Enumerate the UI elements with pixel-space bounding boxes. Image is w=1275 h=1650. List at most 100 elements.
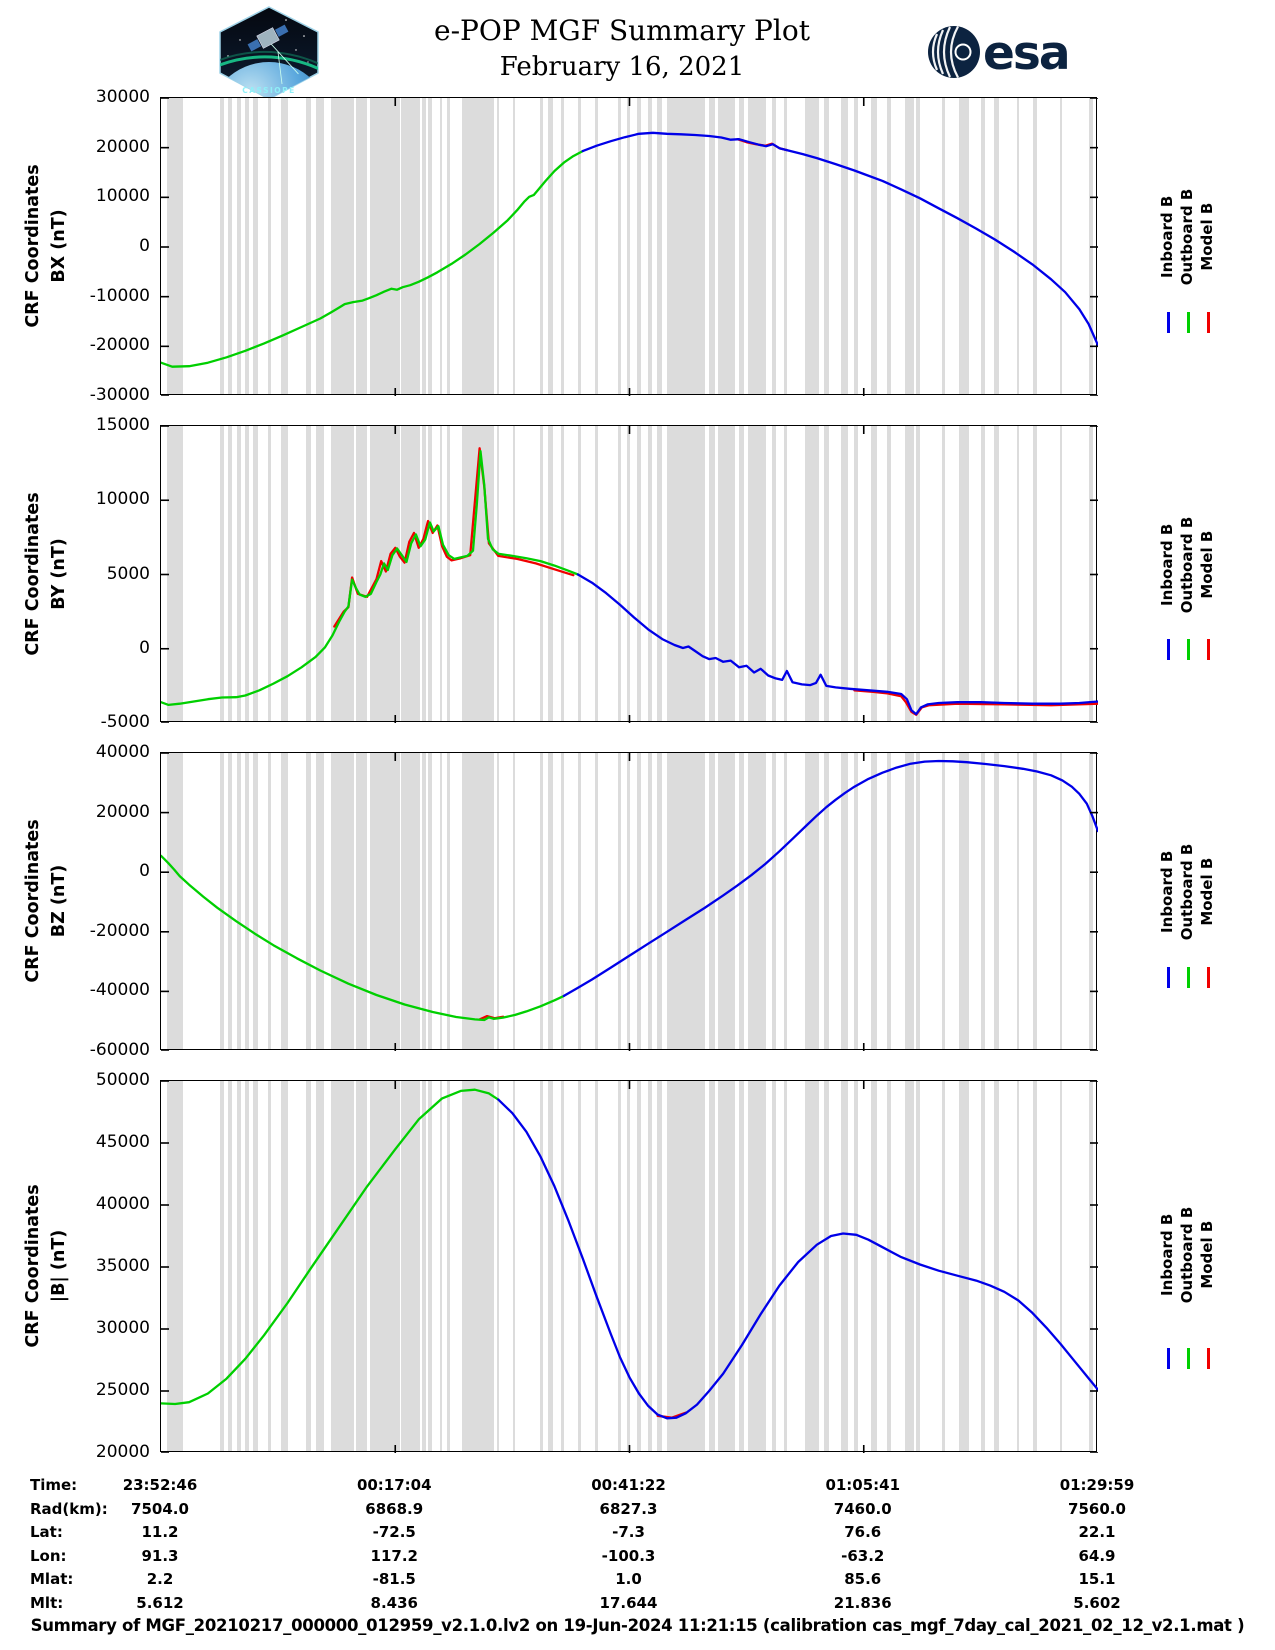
- legend-label: Outboard B: [1178, 843, 1196, 941]
- legend-color-line: [1207, 638, 1210, 660]
- legend-label: Model B: [1198, 1220, 1216, 1289]
- cassiope-mission-patch-logo: CASSIOPE: [219, 6, 319, 100]
- gap-band: [267, 1081, 272, 1451]
- cell-value: 5.602: [1073, 1593, 1121, 1612]
- gap-band: [369, 1081, 401, 1451]
- gap-band: [887, 98, 892, 394]
- gap-band: [421, 753, 426, 1049]
- curve-outboard-bmag: [161, 1088, 500, 1406]
- panel-bx: [160, 97, 1098, 396]
- gap-band: [331, 98, 354, 394]
- gap-band: [512, 753, 516, 1049]
- y-axis-label-line2: BZ (nT): [49, 864, 69, 938]
- gap-band: [666, 1081, 706, 1451]
- legend-label: Inboard B: [1158, 1213, 1176, 1296]
- cell-value: 01:29:59: [1059, 1476, 1135, 1494]
- gap-band: [305, 98, 311, 394]
- gap-band: [840, 1081, 849, 1451]
- gap-band: [267, 753, 272, 1049]
- cell-value: -81.5: [372, 1570, 416, 1588]
- y-axis-label-line1: CRF Coordinates: [23, 819, 43, 983]
- gap-band: [805, 753, 820, 1049]
- gap-band: [853, 426, 858, 721]
- legend-key-by: [1158, 638, 1224, 661]
- ytick-label: 40000: [95, 742, 150, 762]
- y-axis-label-line2: BX (nT): [49, 209, 69, 283]
- y-axis-label-bmag: CRF Coordinates |B| (nT): [20, 1184, 72, 1347]
- cell-value: -72.5: [372, 1523, 416, 1541]
- gap-band: [356, 98, 367, 394]
- gap-band: [783, 1081, 788, 1451]
- gap-band: [941, 753, 946, 1049]
- ytick-label: 5000: [106, 563, 150, 584]
- gap-band: [539, 753, 544, 1049]
- gap-band: [941, 1081, 946, 1451]
- gap-band: [561, 1081, 564, 1451]
- cell-value: 85.6: [844, 1570, 882, 1588]
- esa-wordmark: esa: [983, 26, 1069, 81]
- gap-band: [853, 1081, 858, 1451]
- gap-band: [636, 753, 641, 1049]
- y-axis-label-bx: CRF Coordinates BX (nT): [20, 164, 72, 327]
- curve-outboard-by: [161, 450, 580, 707]
- curve-outboard-bz: [161, 854, 566, 1022]
- gap-band: [941, 426, 946, 721]
- gap-band: [718, 1081, 736, 1451]
- legend-color-line: [1187, 1347, 1190, 1369]
- gap-band: [369, 98, 401, 394]
- gap-band: [539, 1081, 544, 1451]
- gap-band: [401, 753, 420, 1049]
- gap-band: [228, 98, 233, 394]
- gap-band: [245, 753, 249, 1049]
- gap-band: [512, 426, 516, 721]
- gap-band: [305, 426, 311, 721]
- gap-band: [439, 1081, 443, 1451]
- curve-inboard-by: [576, 573, 1098, 716]
- gap-band: [219, 426, 224, 721]
- gap-band: [823, 98, 829, 394]
- gap-band: [887, 426, 892, 721]
- ytick-label: 10000: [95, 489, 150, 510]
- gap-band: [356, 1081, 367, 1451]
- gap-band: [439, 426, 443, 721]
- gap-band: [267, 426, 272, 721]
- ytick-label: 15000: [95, 415, 150, 435]
- gap-band: [636, 1081, 641, 1451]
- gap-band: [280, 426, 289, 721]
- gap-band: [305, 753, 311, 1049]
- y-axis-label-bz: CRF Coordinates BZ (nT): [20, 819, 72, 982]
- cell-value: 7504.0: [131, 1499, 189, 1518]
- gap-band: [636, 98, 641, 394]
- gap-band: [166, 98, 184, 394]
- gap-band: [870, 426, 878, 721]
- gap-band: [738, 1081, 745, 1451]
- gap-band: [618, 1081, 621, 1451]
- gap-band: [1059, 426, 1063, 721]
- gap-band: [548, 426, 553, 721]
- gap-band: [447, 98, 450, 394]
- panel-bmag: [160, 1080, 1098, 1453]
- row-label-time: Time:: [30, 1476, 78, 1494]
- ytick-label: 0: [139, 637, 150, 658]
- ytick-label: 30000: [95, 1318, 150, 1338]
- curve-inboard-bz: [562, 759, 1098, 998]
- row-label-mlat: Mlat:: [30, 1570, 74, 1588]
- legend-label: Outboard B: [1178, 516, 1196, 613]
- gap-band: [958, 426, 969, 721]
- cell-value: 21.836: [833, 1593, 892, 1612]
- cell-value: 117.2: [370, 1546, 418, 1565]
- footer-caption: Summary of MGF_20210217_000000_012959_v2…: [30, 1616, 1245, 1635]
- gap-band: [748, 98, 766, 394]
- ytick-label: -10000: [89, 285, 150, 306]
- gap-band: [905, 1081, 914, 1451]
- panel-by: [160, 425, 1098, 723]
- y-axis-label-line1: CRF Coordinates: [23, 164, 43, 328]
- gap-band: [1033, 98, 1038, 394]
- legend-color-line: [1187, 966, 1190, 988]
- gap-band: [439, 98, 443, 394]
- gap-band: [1016, 426, 1020, 721]
- gap-band: [561, 753, 564, 1049]
- gap-band: [166, 1081, 184, 1451]
- gap-band: [870, 753, 878, 1049]
- gap-band: [823, 1081, 829, 1451]
